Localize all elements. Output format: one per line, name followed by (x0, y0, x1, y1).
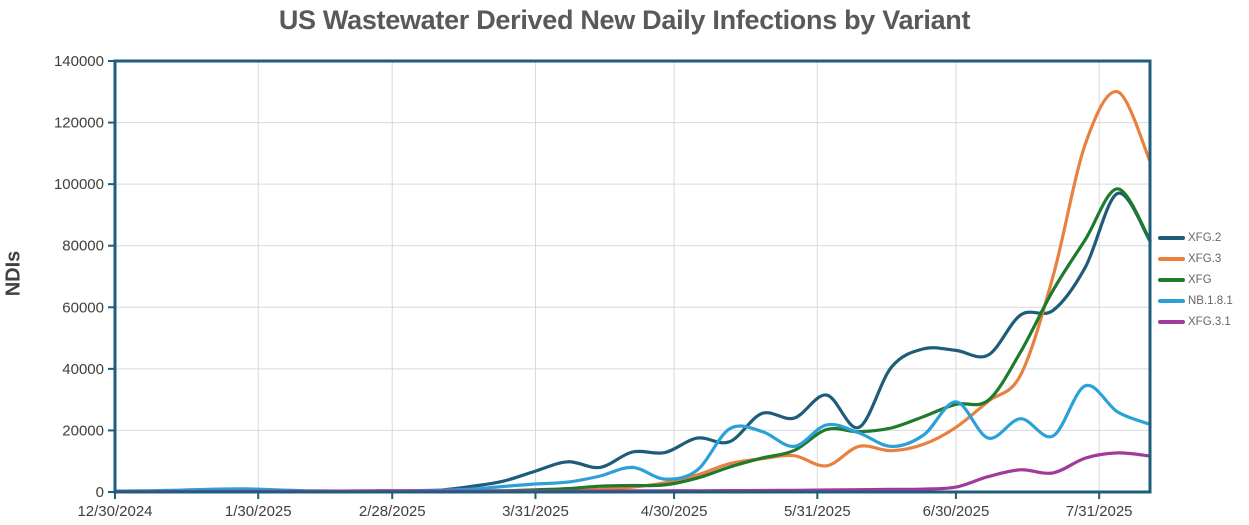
plot-frame (113, 59, 1152, 494)
y-tick-label: 140000 (54, 53, 104, 70)
y-tick-label: 120000 (54, 115, 104, 132)
legend-line-swatch (1158, 257, 1185, 261)
x-tick-label: 2/28/2025 (359, 503, 426, 520)
y-tick-label: 0 (96, 484, 104, 501)
legend-label: XFG.2 (1188, 232, 1222, 244)
x-tick-label: 7/31/2025 (1066, 503, 1133, 520)
x-tick-label: 12/30/2024 (77, 503, 152, 520)
y-tick-label: 20000 (62, 422, 104, 439)
legend-item-NB.1.8.1: NB.1.8.1 (1158, 295, 1233, 307)
y-tick-label: 60000 (62, 299, 104, 316)
y-tick-label: 80000 (62, 238, 104, 255)
legend-line-swatch (1158, 320, 1185, 324)
legend-item-XFG.2: XFG.2 (1158, 232, 1233, 244)
legend-line-swatch (1158, 299, 1185, 303)
legend-label: XFG.3 (1188, 253, 1222, 265)
series-line-XFG (113, 187, 1152, 493)
y-tick-label: 100000 (54, 176, 104, 193)
x-tick-label: 6/30/2025 (923, 503, 990, 520)
legend-item-XFG.3.1: XFG.3.1 (1158, 316, 1233, 328)
chart-legend: XFG.2 XFG.3 XFG NB.1.8.1 XFG.3.1 (1158, 232, 1233, 328)
y-tick-label: 40000 (62, 361, 104, 378)
legend-label: XFG (1188, 274, 1212, 286)
legend-item-XFG: XFG (1158, 274, 1233, 286)
x-tick-label: 4/30/2025 (641, 503, 708, 520)
x-tick-label: 1/30/2025 (225, 503, 292, 520)
series-line-XFG.3 (113, 90, 1152, 493)
legend-line-swatch (1158, 278, 1185, 282)
x-tick-label: 3/31/2025 (502, 503, 569, 520)
legend-label: XFG.3.1 (1188, 316, 1231, 328)
legend-line-swatch (1158, 236, 1185, 240)
x-tick-label: 5/31/2025 (784, 503, 851, 520)
legend-item-XFG.3: XFG.3 (1158, 253, 1233, 265)
legend-label: NB.1.8.1 (1188, 295, 1233, 307)
chart-title: US Wastewater Derived New Daily Infectio… (278, 5, 971, 35)
series-line-XFG.2 (113, 191, 1152, 493)
